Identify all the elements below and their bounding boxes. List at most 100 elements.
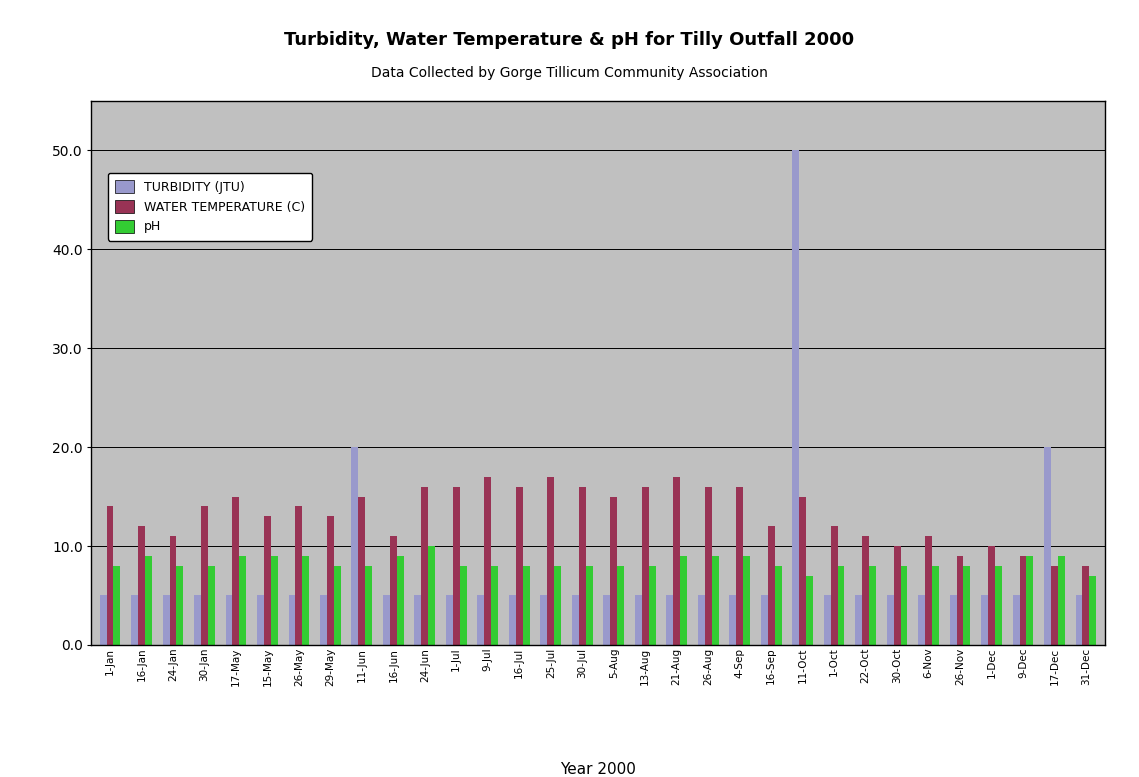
- Bar: [894, 546, 901, 645]
- Bar: [743, 556, 749, 645]
- Bar: [823, 595, 830, 645]
- Bar: [523, 566, 530, 645]
- Bar: [453, 486, 460, 645]
- Bar: [1082, 566, 1089, 645]
- Bar: [460, 566, 467, 645]
- Bar: [775, 566, 781, 645]
- Bar: [1019, 556, 1026, 645]
- Bar: [925, 536, 932, 645]
- Bar: [484, 477, 491, 645]
- Bar: [170, 536, 177, 645]
- Bar: [177, 566, 183, 645]
- Bar: [736, 486, 743, 645]
- Bar: [648, 566, 656, 645]
- Bar: [981, 595, 988, 645]
- Bar: [918, 595, 925, 645]
- Bar: [964, 566, 970, 645]
- Bar: [793, 151, 800, 645]
- Bar: [855, 595, 862, 645]
- Legend: TURBIDITY (JTU), WATER TEMPERATURE (C), pH: TURBIDITY (JTU), WATER TEMPERATURE (C), …: [107, 172, 312, 241]
- Bar: [617, 566, 624, 645]
- Bar: [950, 595, 957, 645]
- Bar: [145, 556, 151, 645]
- Bar: [1013, 595, 1019, 645]
- Bar: [547, 477, 555, 645]
- Bar: [396, 556, 403, 645]
- Bar: [1089, 576, 1097, 645]
- Bar: [163, 595, 170, 645]
- Bar: [516, 486, 523, 645]
- Bar: [572, 595, 579, 645]
- Bar: [837, 566, 844, 645]
- Bar: [768, 526, 775, 645]
- Bar: [352, 447, 359, 645]
- Bar: [862, 536, 869, 645]
- Bar: [264, 517, 271, 645]
- Bar: [869, 566, 876, 645]
- Bar: [641, 486, 649, 645]
- X-axis label: Year 2000: Year 2000: [560, 762, 636, 777]
- Bar: [288, 595, 295, 645]
- Bar: [194, 595, 200, 645]
- Bar: [585, 566, 592, 645]
- Bar: [509, 595, 516, 645]
- Bar: [295, 507, 302, 645]
- Bar: [445, 595, 453, 645]
- Bar: [705, 486, 712, 645]
- Bar: [327, 517, 334, 645]
- Text: Turbidity, Water Temperature & pH for Tilly Outfall 2000: Turbidity, Water Temperature & pH for Ti…: [285, 31, 854, 49]
- Bar: [359, 497, 366, 645]
- Bar: [239, 556, 246, 645]
- Bar: [988, 546, 995, 645]
- Bar: [604, 595, 611, 645]
- Bar: [257, 595, 264, 645]
- Bar: [428, 546, 435, 645]
- Bar: [932, 566, 939, 645]
- Bar: [334, 566, 341, 645]
- Bar: [477, 595, 484, 645]
- Bar: [366, 566, 372, 645]
- Bar: [634, 595, 641, 645]
- Bar: [611, 497, 617, 645]
- Bar: [1051, 566, 1058, 645]
- Bar: [114, 566, 121, 645]
- Bar: [1075, 595, 1082, 645]
- Bar: [673, 477, 680, 645]
- Bar: [131, 595, 138, 645]
- Bar: [555, 566, 562, 645]
- Bar: [761, 595, 768, 645]
- Bar: [1026, 556, 1033, 645]
- Bar: [138, 526, 145, 645]
- Bar: [579, 486, 585, 645]
- Text: Data Collected by Gorge Tillicum Community Association: Data Collected by Gorge Tillicum Communi…: [371, 66, 768, 80]
- Bar: [491, 566, 498, 645]
- Bar: [680, 556, 687, 645]
- Bar: [666, 595, 673, 645]
- Bar: [806, 576, 813, 645]
- Bar: [271, 556, 278, 645]
- Bar: [729, 595, 736, 645]
- Bar: [421, 486, 428, 645]
- Bar: [415, 595, 421, 645]
- Bar: [957, 556, 964, 645]
- Bar: [886, 595, 894, 645]
- Bar: [698, 595, 705, 645]
- Bar: [226, 595, 232, 645]
- Bar: [302, 556, 310, 645]
- Bar: [320, 595, 327, 645]
- Bar: [540, 595, 547, 645]
- Bar: [995, 566, 1002, 645]
- Bar: [1044, 447, 1051, 645]
- Bar: [830, 526, 837, 645]
- Bar: [200, 507, 208, 645]
- Bar: [712, 556, 719, 645]
- Bar: [383, 595, 390, 645]
- Bar: [390, 536, 396, 645]
- Bar: [208, 566, 215, 645]
- Bar: [232, 497, 239, 645]
- Bar: [107, 507, 114, 645]
- Bar: [99, 595, 107, 645]
- Bar: [1058, 556, 1065, 645]
- Bar: [800, 497, 806, 645]
- Bar: [901, 566, 908, 645]
